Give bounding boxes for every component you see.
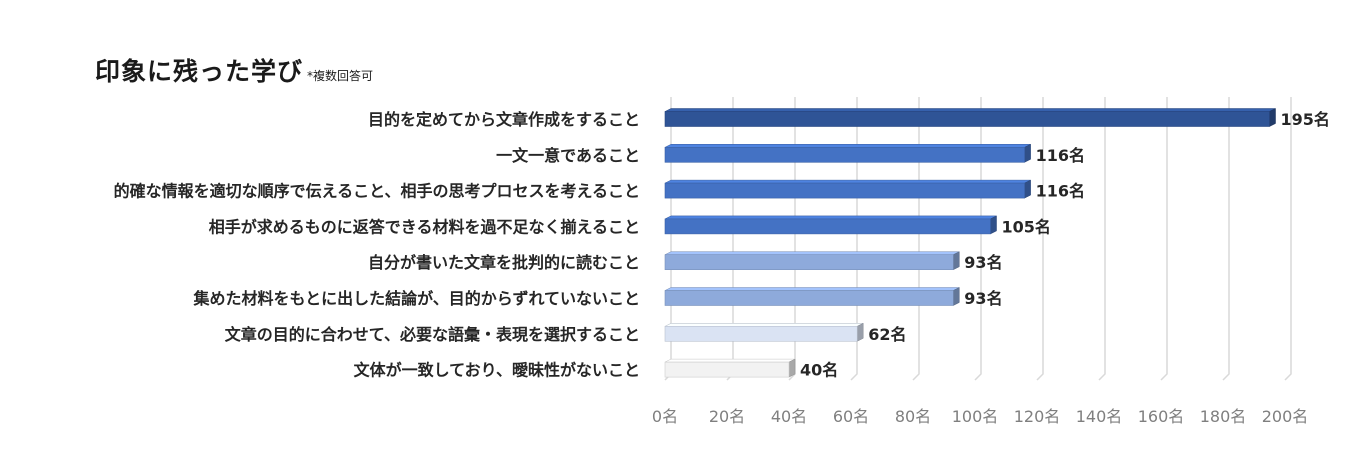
category-label: 文体が一致しており、曖昧性がないこと xyxy=(354,361,640,380)
bar xyxy=(664,322,864,342)
x-tick-label: 100名 xyxy=(952,407,999,426)
bar xyxy=(664,215,997,235)
bar xyxy=(664,108,1276,127)
category-label: 集めた材料をもとに出した結論が、目的からずれていないこと xyxy=(192,289,640,308)
category-label: 相手が求めるものに返答できる材料を過不足なく揃えること xyxy=(209,217,640,236)
bars xyxy=(664,108,1276,378)
x-tick-labels: 0名 20名 40名 60名 80名 100名 120名 140名 160名 180名 200名 xyxy=(652,407,1308,426)
gridline xyxy=(912,97,920,381)
chart-title: 印象に残った学び *複数回答可 xyxy=(95,52,373,88)
bar xyxy=(664,251,960,271)
x-tick-label: 60名 xyxy=(833,407,869,426)
gridline xyxy=(1098,97,1106,381)
bar xyxy=(664,358,796,378)
value-label: 116名 xyxy=(1036,182,1085,201)
category-label: 的確な情報を適切な順序で伝えること、相手の思考プロセスを考えること xyxy=(114,182,640,201)
x-tick-label: 140名 xyxy=(1076,407,1123,426)
value-label: 93名 xyxy=(964,253,1002,272)
category-label: 自分が書いた文章を批判的に読むこと xyxy=(368,253,640,272)
gridline xyxy=(1222,97,1230,381)
x-tick-label: 20名 xyxy=(709,407,745,426)
x-tick-label: 80名 xyxy=(895,407,931,426)
value-label: 40名 xyxy=(800,361,838,380)
bar xyxy=(664,179,1031,199)
subtitle-note: *複数回答可 xyxy=(307,69,374,83)
value-label: 62名 xyxy=(868,325,906,344)
category-labels: 目的を定めてから文章作成をすること一文一意であること的確な情報を適切な順序で伝え… xyxy=(114,110,640,380)
x-tick-label: 0名 xyxy=(652,407,678,426)
category-label: 目的を定めてから文章作成をすること xyxy=(368,110,640,129)
x-tick-label: 40名 xyxy=(771,407,807,426)
value-label: 105名 xyxy=(1002,217,1051,236)
value-label: 93名 xyxy=(964,289,1002,308)
bar xyxy=(664,287,960,306)
x-tick-label: 180名 xyxy=(1200,407,1247,426)
gridline xyxy=(1036,97,1044,381)
gridline xyxy=(974,97,982,381)
x-tick-label: 120名 xyxy=(1014,407,1061,426)
gridline xyxy=(1284,97,1292,381)
value-label: 116名 xyxy=(1036,146,1085,165)
x-tick-label: 200名 xyxy=(1262,407,1309,426)
bar xyxy=(664,143,1031,163)
category-label: 一文一意であること xyxy=(496,146,640,165)
value-label: 195名 xyxy=(1281,110,1330,129)
category-label: 文章の目的に合わせて、必要な語彙・表現を選択すること xyxy=(225,325,640,344)
gridline xyxy=(1160,97,1168,381)
x-tick-label: 160名 xyxy=(1138,407,1185,426)
title-text: 印象に残った学び xyxy=(95,57,304,86)
